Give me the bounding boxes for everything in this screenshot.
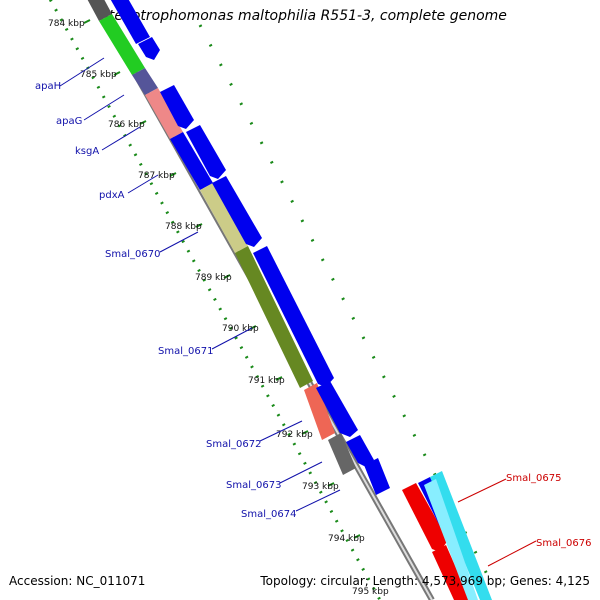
gene-label-Smal_0673[interactable]: Smal_0673 — [226, 480, 281, 491]
leader-line — [487, 540, 537, 567]
category-block-blue — [170, 132, 213, 190]
gene-label-Smal_0672[interactable]: Smal_0672 — [206, 439, 261, 450]
leader-line — [211, 327, 253, 350]
gene-label-Smal_0676[interactable]: Smal_0676 — [536, 538, 591, 549]
leader-line — [83, 94, 125, 121]
accession-label: Accession: NC_011071 — [9, 574, 146, 588]
kbp-label-793: 793 kbp — [302, 482, 339, 492]
kbp-label-788: 788 kbp — [165, 222, 202, 232]
category-track — [87, 0, 356, 475]
kbp-label-786: 786 kbp — [108, 120, 145, 130]
kbp-label-789: 789 kbp — [195, 273, 232, 283]
gene-label-apaG[interactable]: apaG — [56, 116, 82, 127]
category-block-tomato — [304, 383, 335, 440]
leader-line — [127, 174, 159, 194]
cds-arrow — [364, 458, 390, 495]
kbp-label-784: 784 kbp — [48, 19, 85, 29]
gene-label-Smal_0675[interactable]: Smal_0675 — [506, 473, 561, 484]
leader-line — [295, 489, 341, 512]
leader-line — [279, 461, 323, 484]
gene-labels-right: Smal_0675 Smal_0676 — [457, 473, 591, 567]
forward-cds-track — [110, 0, 390, 495]
cds-arrow — [186, 125, 226, 179]
gene-label-Smal_0670[interactable]: Smal_0670 — [105, 249, 160, 260]
cds-block-cyan — [424, 479, 478, 600]
leader-line — [457, 478, 507, 503]
genome-summary: Topology: circular; Length: 4,573,969 bp… — [260, 574, 590, 588]
cds-arrow — [316, 381, 358, 437]
leader-line — [59, 57, 105, 87]
gene-label-ksgA[interactable]: ksgA — [75, 146, 99, 157]
gene-label-pdxA[interactable]: pdxA — [99, 190, 125, 201]
category-block-olive — [235, 246, 313, 388]
gene-label-Smal_0674[interactable]: Smal_0674 — [241, 509, 296, 520]
gene-label-Smal_0671[interactable]: Smal_0671 — [158, 346, 213, 357]
category-block-slate — [132, 68, 158, 95]
cds-block-red — [432, 545, 470, 600]
gene-label-apaH[interactable]: apaH — [35, 81, 61, 92]
leader-line — [259, 420, 303, 442]
cds-block-red — [402, 483, 448, 552]
kbp-label-794: 794 kbp — [328, 534, 365, 544]
kbp-label-785: 785 kbp — [80, 70, 117, 80]
category-block-green — [99, 14, 145, 75]
kbp-label-791: 791 kbp — [248, 376, 285, 386]
cds-arrow — [253, 246, 334, 387]
leader-line — [159, 231, 199, 253]
reverse-cds-track — [402, 471, 492, 600]
category-block-salmon — [145, 88, 183, 139]
kbp-label-790: 790 kbp — [222, 324, 259, 334]
category-block-khaki — [200, 183, 248, 253]
cds-arrow — [212, 176, 262, 247]
category-block-dimgray — [328, 433, 356, 475]
category-block-gray — [87, 0, 112, 21]
cds-block-cyan — [430, 471, 492, 600]
kbp-label-795: 795 kbp — [352, 587, 389, 597]
gene-labels-left: apaH apaG ksgA pdxA Smal_0670 Smal_0671 … — [35, 57, 341, 520]
cds-arrow — [110, 0, 150, 44]
kbp-label-792: 792 kbp — [276, 430, 313, 440]
cds-arrow — [138, 37, 160, 60]
cds-arrow — [160, 85, 194, 129]
tick-track-inner — [48, 0, 382, 600]
cds-arrow — [346, 435, 374, 467]
map-title: Stenotrophomonas maltophilia R551-3, com… — [100, 8, 507, 24]
leader-line — [101, 126, 141, 151]
